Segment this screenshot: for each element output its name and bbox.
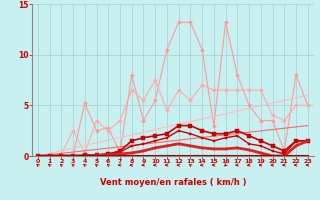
X-axis label: Vent moyen/en rafales ( km/h ): Vent moyen/en rafales ( km/h ) [100, 178, 246, 187]
